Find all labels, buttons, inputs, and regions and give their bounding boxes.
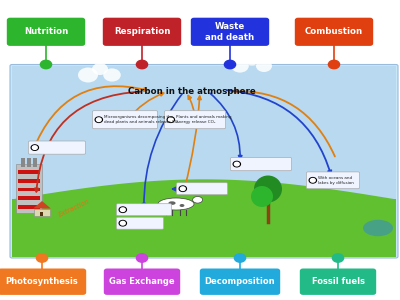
Bar <box>21 158 25 166</box>
Text: Gas Exchange: Gas Exchange <box>109 277 175 286</box>
Circle shape <box>96 118 101 122</box>
Text: With oceans and
lakes by diffusion: With oceans and lakes by diffusion <box>318 176 354 184</box>
Ellipse shape <box>158 198 194 210</box>
Circle shape <box>179 186 186 191</box>
FancyBboxPatch shape <box>92 111 158 129</box>
FancyBboxPatch shape <box>103 18 181 46</box>
FancyBboxPatch shape <box>300 268 376 295</box>
Text: Extraction: Extraction <box>58 199 90 218</box>
Text: Nutrition: Nutrition <box>24 27 68 36</box>
Bar <box>18 179 40 183</box>
Circle shape <box>328 60 340 69</box>
Ellipse shape <box>363 220 393 236</box>
Ellipse shape <box>193 196 202 203</box>
Ellipse shape <box>251 186 273 207</box>
Bar <box>40 212 43 216</box>
Text: Combustion: Combustion <box>305 27 363 36</box>
Bar <box>12 66 396 209</box>
Text: Photosynthesis: Photosynthesis <box>6 277 78 286</box>
Circle shape <box>234 162 239 166</box>
Circle shape <box>92 63 108 75</box>
Bar <box>16 164 42 213</box>
FancyBboxPatch shape <box>306 172 360 189</box>
Circle shape <box>168 118 173 122</box>
Text: Plants and animals making
energy release CO₂: Plants and animals making energy release… <box>176 116 232 124</box>
Circle shape <box>224 60 236 69</box>
Circle shape <box>245 55 259 65</box>
Circle shape <box>40 60 52 69</box>
Circle shape <box>103 68 121 82</box>
FancyBboxPatch shape <box>164 111 226 129</box>
FancyBboxPatch shape <box>12 199 396 256</box>
Circle shape <box>31 145 38 150</box>
Circle shape <box>309 178 316 183</box>
Circle shape <box>119 207 126 212</box>
Circle shape <box>310 178 315 182</box>
Circle shape <box>180 187 185 190</box>
FancyBboxPatch shape <box>104 268 180 295</box>
Ellipse shape <box>180 204 184 207</box>
Text: Respiration: Respiration <box>114 27 170 36</box>
Circle shape <box>332 254 344 262</box>
Circle shape <box>256 60 272 72</box>
Text: Waste
and death: Waste and death <box>206 22 254 41</box>
Text: Carbon in the atmosphere: Carbon in the atmosphere <box>128 87 256 96</box>
Circle shape <box>32 146 37 149</box>
Circle shape <box>234 254 246 262</box>
Text: Fossil fuels: Fossil fuels <box>312 277 364 286</box>
Circle shape <box>78 68 98 82</box>
Circle shape <box>136 254 148 262</box>
Circle shape <box>120 221 125 225</box>
Bar <box>18 188 40 191</box>
FancyBboxPatch shape <box>230 158 292 171</box>
Bar <box>34 208 50 216</box>
Circle shape <box>167 117 174 122</box>
FancyBboxPatch shape <box>28 141 86 154</box>
Ellipse shape <box>254 176 282 203</box>
Circle shape <box>36 254 48 262</box>
Text: Decomposition: Decomposition <box>205 277 275 286</box>
FancyBboxPatch shape <box>116 204 172 216</box>
FancyBboxPatch shape <box>200 268 280 295</box>
FancyBboxPatch shape <box>176 183 228 195</box>
Circle shape <box>231 59 249 73</box>
FancyBboxPatch shape <box>7 18 85 46</box>
Circle shape <box>136 60 148 69</box>
Bar <box>18 170 40 174</box>
Circle shape <box>120 208 125 211</box>
FancyBboxPatch shape <box>10 64 398 258</box>
Ellipse shape <box>168 201 176 205</box>
Bar <box>18 205 40 208</box>
Bar <box>27 158 31 166</box>
Circle shape <box>119 220 126 226</box>
Polygon shape <box>33 201 51 208</box>
Bar <box>18 196 40 200</box>
FancyBboxPatch shape <box>295 18 373 46</box>
Circle shape <box>95 117 102 122</box>
FancyBboxPatch shape <box>191 18 269 46</box>
Circle shape <box>233 161 240 167</box>
FancyBboxPatch shape <box>0 268 86 295</box>
FancyBboxPatch shape <box>116 217 164 229</box>
Text: Microorganisms decomposing the
dead plants and animals release CO₂: Microorganisms decomposing the dead plan… <box>104 116 180 124</box>
Bar <box>33 158 37 166</box>
